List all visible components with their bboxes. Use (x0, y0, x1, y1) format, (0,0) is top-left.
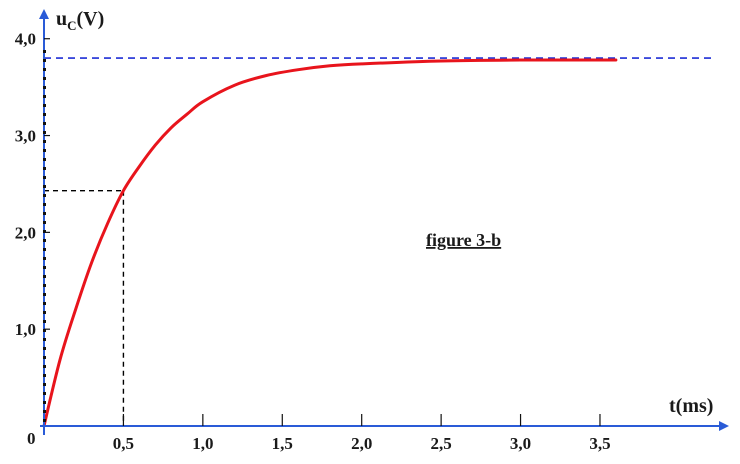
y-axis-dot (43, 293, 46, 296)
y-axis-dot (43, 410, 46, 413)
y-axis-dot (43, 59, 46, 62)
y-axis-dot (43, 392, 46, 395)
charge-curve (42, 58, 618, 428)
y-axis-dot (43, 275, 46, 278)
y-axis-dot (43, 302, 46, 305)
x-tick-label: 3,0 (510, 434, 531, 453)
y-ticks: 1,0 2,0 3,0 4,0 (15, 30, 50, 339)
y-axis-dot (43, 248, 46, 251)
y-axis-dot (43, 212, 46, 215)
y-axis-dot (43, 419, 46, 422)
y-axis-dot (43, 203, 46, 206)
y-axis-dot (43, 230, 46, 233)
y-axis-dot (43, 311, 46, 314)
y-axis-dot (43, 374, 46, 377)
plot-layer (42, 57, 715, 428)
y-axis-label-unit: (V) (77, 8, 105, 30)
y-axis-dot (43, 347, 46, 350)
y-axis-dot (43, 68, 46, 71)
y-axis-dot (43, 167, 46, 170)
y-axis-dot (43, 50, 46, 53)
y-axis-dot (43, 284, 46, 287)
y-axis-dot (43, 122, 46, 125)
y-axis-dot (43, 401, 46, 404)
y-axis-dot (43, 329, 46, 332)
y-axis-dot (43, 383, 46, 386)
y-axis-dot (43, 320, 46, 323)
x-tick-label: 1,5 (272, 434, 293, 453)
y-axis-dot (43, 194, 46, 197)
x-tick-label: 3,5 (589, 434, 610, 453)
y-axis-dot (43, 158, 46, 161)
y-axis-label-main: u (56, 8, 67, 30)
x-tick-label: 1,0 (192, 434, 213, 453)
y-axis-dot (43, 365, 46, 368)
y-axis-dot (43, 77, 46, 80)
figure-caption: figure 3-b (426, 230, 501, 250)
y-tick-label: 2,0 (15, 223, 36, 242)
y-axis-dot (43, 95, 46, 98)
x-ticks: 0,5 1,0 1,5 2,0 2,5 3,0 3,5 (113, 414, 611, 453)
y-axis-dot (43, 140, 46, 143)
y-axis-dot (43, 113, 46, 116)
y-axis-label: uC(V) (56, 8, 104, 33)
x-axis-label: t(ms) (669, 395, 713, 417)
y-axis-dot (43, 104, 46, 107)
y-axis-dot (43, 131, 46, 134)
x-tick-label: 2,0 (351, 434, 372, 453)
y-tick-label: 3,0 (15, 127, 36, 146)
y-axis-dot (43, 221, 46, 224)
y-axis-dot (43, 149, 46, 152)
y-axis-dot (43, 86, 46, 89)
y-axis-dot (43, 338, 46, 341)
y-tick-label: 4,0 (15, 30, 36, 49)
y-axis-dot (43, 356, 46, 359)
y-axis-dot (43, 266, 46, 269)
x-tick-label: 0,5 (113, 434, 134, 453)
y-axis-label-sub: C (67, 18, 76, 33)
y-axis-dot (43, 257, 46, 260)
origin-label: 0 (27, 429, 36, 448)
x-tick-label: 2,5 (431, 434, 452, 453)
y-axis-dot (43, 176, 46, 179)
y-axis-dots (43, 50, 46, 422)
y-tick-label: 1,0 (15, 320, 36, 339)
y-axis-dot (43, 185, 46, 188)
y-axis-dot (43, 239, 46, 242)
